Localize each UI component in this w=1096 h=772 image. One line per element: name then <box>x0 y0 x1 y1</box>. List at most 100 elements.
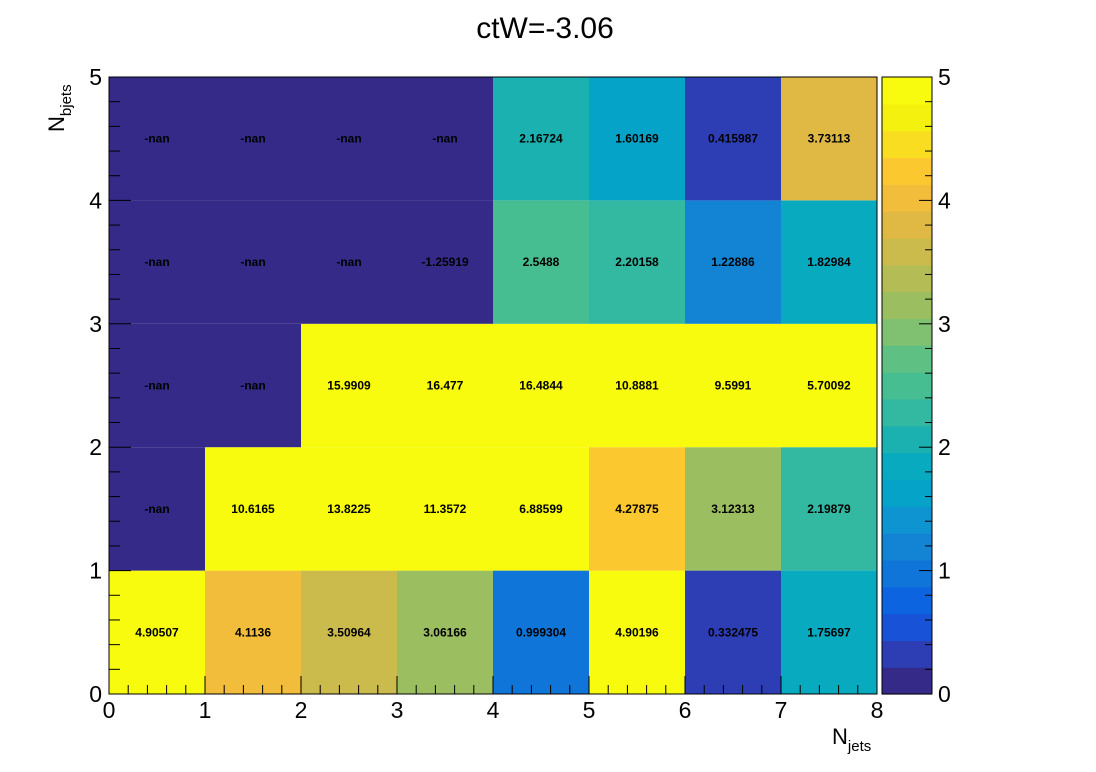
cell-value-label: 2.5488 <box>523 255 560 269</box>
colorbar-segment <box>882 264 932 293</box>
colorbar-segment <box>882 586 932 615</box>
cell-value-label: 3.12313 <box>711 502 755 516</box>
heatmap-cell <box>109 323 205 448</box>
heatmap-cell <box>301 77 397 201</box>
cell-value-label: 1.60169 <box>615 132 659 146</box>
cell-value-label: 4.90196 <box>615 625 659 639</box>
cell-value-label: 3.50964 <box>327 625 371 639</box>
y-axis-ticks: 0 1 2 3 4 5 <box>89 64 131 707</box>
heatmap-cell <box>781 447 877 571</box>
heatmap-cell <box>397 323 493 448</box>
colorbar-tick-label: 0 <box>938 681 951 707</box>
colorbar-segment <box>882 345 932 373</box>
heatmap-cell-labels: 4.90507 4.1136 3.50964 3.06166 0.999304 4.901… <box>135 132 851 640</box>
x-tick-label: 4 <box>487 697 500 723</box>
colorbar-tick-label: 1 <box>938 558 951 584</box>
heatmap-cell <box>301 200 397 324</box>
colorbar-segment <box>882 318 932 346</box>
cell-value-label: 5.70092 <box>807 379 851 393</box>
heatmap-cell <box>493 447 589 571</box>
heatmap-cell <box>781 200 877 324</box>
heatmap-cells <box>109 77 877 694</box>
colorbar-segment <box>882 640 932 668</box>
colorbar-segment <box>882 533 932 561</box>
cell-value-label: -nan <box>336 255 361 269</box>
colorbar-tick-label: 4 <box>938 187 951 213</box>
heatmap-cell <box>109 200 205 324</box>
y-tick-label: 3 <box>89 311 102 337</box>
heatmap-cell <box>493 570 589 694</box>
cell-value-label: 9.5991 <box>715 379 752 393</box>
chart-title: ctW=-3.06 <box>476 12 614 45</box>
x-tick-label: 8 <box>871 697 884 723</box>
heatmap-cell <box>781 77 877 201</box>
y-tick-label: 4 <box>89 187 102 213</box>
heatmap-cell <box>109 570 205 694</box>
heatmap-cell <box>205 200 301 324</box>
colorbar-segment <box>882 77 932 105</box>
colorbar-segment <box>882 613 932 641</box>
cell-value-label: -nan <box>144 255 169 269</box>
x-tick-label: 7 <box>775 697 788 723</box>
heatmap-cell <box>589 447 685 571</box>
y-axis-title: Nbjets <box>44 84 75 132</box>
colorbar-segment <box>882 372 932 400</box>
x-tick-label: 6 <box>679 697 692 723</box>
heatmap-cell <box>109 447 205 571</box>
heatmap-cell <box>685 447 781 571</box>
cell-value-label: 0.415987 <box>708 132 758 146</box>
heatmap-cell <box>205 447 301 571</box>
heatmap-cell <box>685 570 781 694</box>
heatmap-cell <box>493 323 589 448</box>
heatmap-cell <box>397 570 493 694</box>
cell-value-label: 4.27875 <box>615 502 659 516</box>
heatmap-cell <box>589 77 685 201</box>
heatmap-cell <box>205 323 301 448</box>
heatmap-cell <box>781 323 877 448</box>
colorbar-segment <box>882 291 932 320</box>
cell-value-label: -1.25919 <box>421 255 469 269</box>
heatmap-cell <box>781 570 877 694</box>
heatmap-cell <box>493 77 589 201</box>
cell-value-label: 4.90507 <box>135 625 179 639</box>
x-axis-ticks: 0 1 2 3 4 5 6 7 8 <box>103 676 884 723</box>
colorbar-segment <box>882 211 932 239</box>
colorbar-segment <box>882 237 932 266</box>
heatmap-cell <box>589 200 685 324</box>
heatmap-cell <box>109 77 205 201</box>
colorbar-ticks: 0 1 2 3 4 5 <box>919 64 951 707</box>
heatmap-cell <box>397 200 493 324</box>
colorbar-segment <box>882 559 932 588</box>
cell-value-label: -nan <box>144 379 169 393</box>
cell-value-label: -nan <box>144 132 169 146</box>
heatmap-cell <box>589 323 685 448</box>
x-tick-label: 0 <box>103 697 116 723</box>
cell-value-label: 2.19879 <box>807 502 851 516</box>
x-tick-label: 2 <box>295 697 308 723</box>
heatmap-cell <box>205 570 301 694</box>
heatmap-cell <box>685 323 781 448</box>
cell-value-label: -nan <box>240 132 265 146</box>
colorbar-segment <box>882 425 932 454</box>
colorbar-tick-label: 2 <box>938 434 951 460</box>
y-tick-label: 1 <box>89 558 102 584</box>
cell-value-label: 10.6165 <box>231 502 275 516</box>
colorbar-frame <box>881 76 933 695</box>
y-axis-title-sub: bjets <box>58 84 75 116</box>
cell-value-label: -nan <box>144 502 169 516</box>
x-axis-title: Njets <box>832 724 871 755</box>
heatmap-cell <box>301 323 397 448</box>
colorbar-segment <box>882 506 932 534</box>
cell-value-label: 16.4844 <box>519 379 563 393</box>
colorbar-segment <box>882 103 932 132</box>
cell-value-label: -nan <box>240 255 265 269</box>
cell-value-label: 1.82984 <box>807 255 851 269</box>
cell-value-label: 16.477 <box>427 379 464 393</box>
y-tick-label: 0 <box>89 681 102 707</box>
cell-value-label: -nan <box>336 132 361 146</box>
colorbar-tick-label: 5 <box>938 64 951 90</box>
x-axis-title-sub: jets <box>847 738 871 755</box>
cell-value-label: 11.3572 <box>424 502 467 516</box>
colorbar-segment <box>882 398 932 427</box>
